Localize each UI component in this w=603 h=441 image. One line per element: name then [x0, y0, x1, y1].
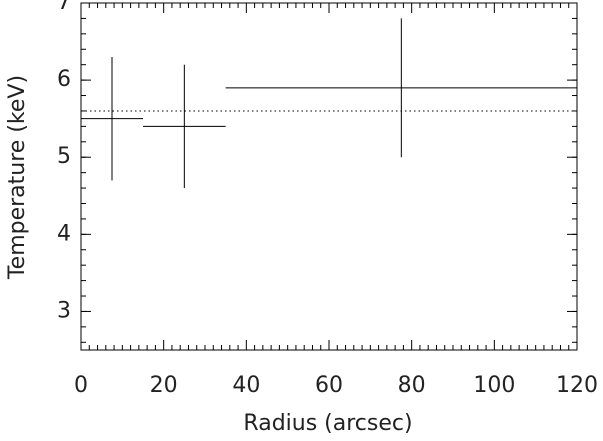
x-tick-label: 20 [150, 373, 178, 398]
y-tick-label: 6 [57, 67, 71, 92]
y-tick-label: 5 [57, 144, 71, 169]
y-tick-label: 7 [57, 0, 71, 15]
y-tick-label: 4 [57, 221, 71, 246]
x-tick-label: 60 [315, 373, 343, 398]
x-tick-label: 40 [232, 373, 260, 398]
y-tick-label: 3 [57, 298, 71, 323]
x-tick-label: 100 [473, 373, 515, 398]
x-tick-label: 0 [74, 373, 88, 398]
x-tick-label: 80 [398, 373, 426, 398]
plot-frame [80, 2, 578, 351]
x-tick-label: 120 [556, 373, 598, 398]
y-axis-title: Temperature (keV) [5, 75, 30, 280]
x-axis-title: Radius (arcsec) [243, 411, 412, 436]
